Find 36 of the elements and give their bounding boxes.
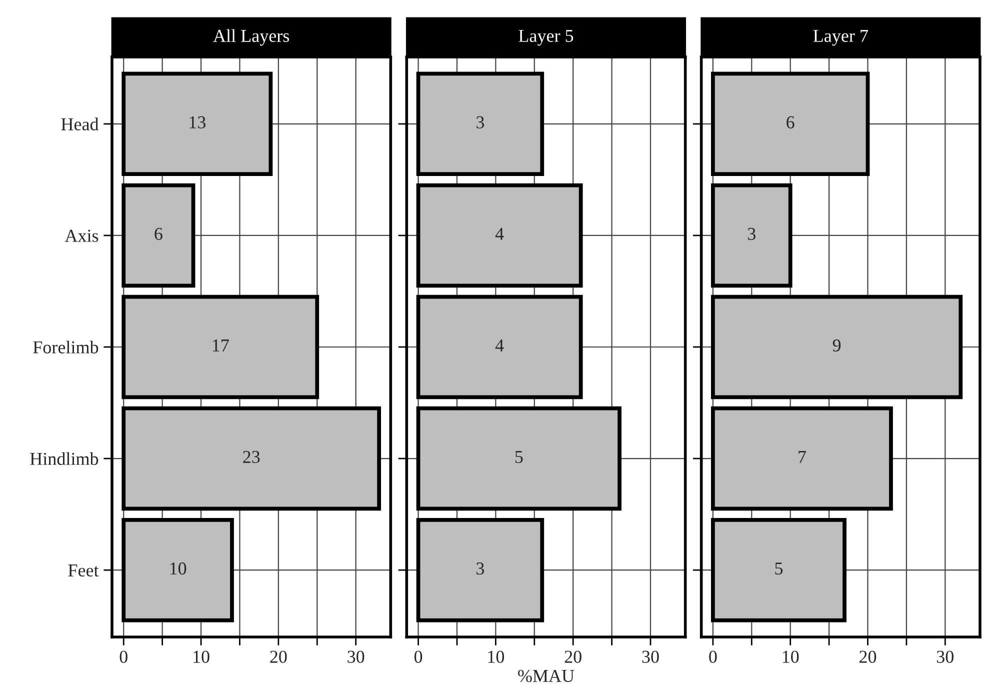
- x-tick-label: 10: [488, 650, 504, 663]
- annotation: 5: [515, 451, 523, 464]
- y-tick-label: Forelimb: [33, 340, 98, 354]
- annotation: 17: [212, 339, 229, 352]
- chart-title: Layer 5: [518, 30, 574, 46]
- annotation: 10: [170, 562, 186, 575]
- x-tick-label: 0: [709, 650, 717, 663]
- annotation: 6: [786, 116, 794, 128]
- y-tick-label: Feet: [68, 564, 99, 577]
- annotation: 9: [832, 339, 841, 352]
- x-tick-label: 0: [414, 650, 422, 663]
- chart-title: Layer 7: [813, 30, 868, 46]
- chart-title: All Layers: [213, 29, 290, 46]
- annotation: 4: [495, 339, 504, 352]
- x-tick-label: 30: [642, 650, 659, 663]
- x-tick-label: 10: [194, 650, 210, 663]
- x-tick-label: 30: [937, 650, 954, 663]
- annotation: 6: [154, 228, 162, 240]
- x-axis-title: %MAU: [518, 670, 574, 682]
- annotation: 7: [798, 451, 806, 463]
- annotation: 5: [775, 562, 783, 575]
- y-tick-label: Axis: [64, 230, 98, 242]
- x-tick-label: 20: [270, 650, 287, 663]
- x-tick-label: 0: [120, 650, 128, 663]
- annotation: 3: [748, 228, 756, 240]
- annotation: 13: [190, 116, 206, 128]
- y-tick-label: Hindlimb: [30, 452, 98, 465]
- x-tick-label: 20: [860, 650, 876, 663]
- x-tick-label: 30: [348, 650, 364, 663]
- annotation: 23: [243, 450, 260, 464]
- annotation: 3: [476, 562, 484, 575]
- x-tick-label: 20: [564, 650, 582, 663]
- annotation: 4: [495, 228, 504, 240]
- annotation: 3: [476, 116, 484, 128]
- y-tick-label: Head: [61, 118, 99, 130]
- x-tick-label: 10: [782, 650, 799, 663]
